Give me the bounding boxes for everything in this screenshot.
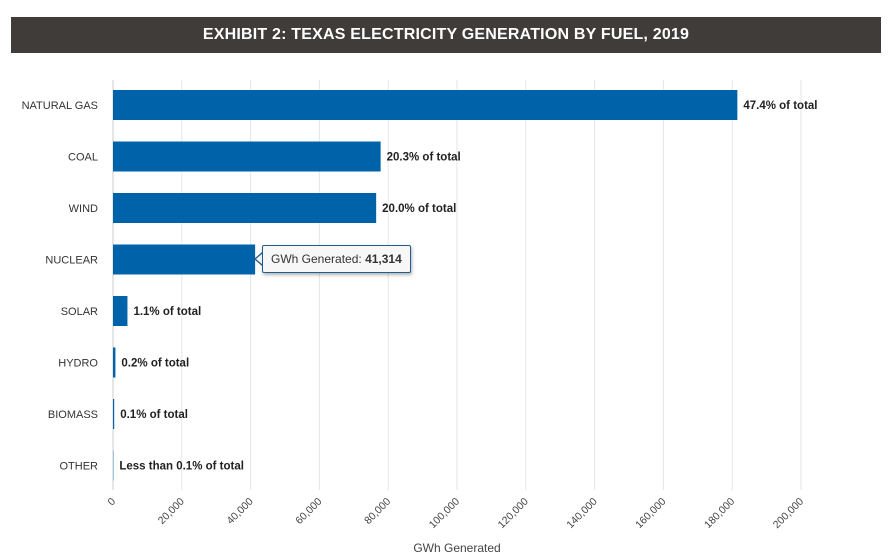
category-label: SOLAR <box>61 306 98 318</box>
data-label: 20.3% of total <box>387 152 461 164</box>
x-tick-label: 60,000 <box>293 496 324 527</box>
bar[interactable] <box>113 399 115 429</box>
x-tick-label: 100,000 <box>427 496 462 531</box>
category-label: BIOMASS <box>48 409 98 421</box>
tooltip-arrow-inner <box>256 253 263 265</box>
category-labels: NATURAL GAS COAL WIND NUCLEAR SOLAR HYDRO BIOM… <box>22 100 99 473</box>
x-tick-labels: 0 20,000 40,000 60,000 80,000 100,000 120,000 1… <box>106 496 807 531</box>
data-label: Less than 0.1% of total <box>119 461 244 473</box>
chart-title: EXHIBIT 2: TEXAS ELECTRICITY GENERATION … <box>11 17 881 53</box>
category-label: WIND <box>69 203 98 215</box>
bar[interactable] <box>113 141 381 172</box>
tooltip-value: 41,314 <box>365 252 402 266</box>
tooltip-label: GWh Generated: <box>271 252 362 266</box>
x-tick-label: 140,000 <box>564 496 599 531</box>
x-tick-label: 0 <box>106 496 119 509</box>
data-label: 1.1% of total <box>133 306 201 318</box>
data-labels: 47.4% of total 20.3% of total 20.0% of tot… <box>119 100 817 473</box>
x-tick-label: 80,000 <box>362 496 393 527</box>
category-label: NATURAL GAS <box>22 100 98 112</box>
x-tick-label: 120,000 <box>496 496 531 531</box>
x-tick-label: 160,000 <box>633 496 668 531</box>
nuclear-tooltip: GWh Generated: 41,314 <box>262 245 411 273</box>
data-label: 47.4% of total <box>743 100 817 112</box>
bars <box>113 90 738 481</box>
data-label: 20.0% of total <box>382 203 456 215</box>
data-label: 0.2% of total <box>121 358 189 370</box>
x-axis-title: GWh Generated <box>413 541 500 552</box>
x-tick-label: 40,000 <box>225 496 256 527</box>
x-tick-label: 200,000 <box>771 496 806 531</box>
data-label: 0.1% of total <box>120 409 188 421</box>
category-label: HYDRO <box>58 358 98 370</box>
category-label: NUCLEAR <box>45 255 98 267</box>
bar[interactable] <box>113 347 116 378</box>
bar[interactable] <box>113 90 738 120</box>
bar[interactable] <box>113 193 377 223</box>
bar[interactable] <box>113 296 128 326</box>
category-label: COAL <box>68 152 98 164</box>
category-label: OTHER <box>60 461 99 473</box>
bar[interactable] <box>113 244 256 275</box>
x-tick-label: 180,000 <box>702 496 737 531</box>
x-tick-label: 20,000 <box>156 496 187 527</box>
